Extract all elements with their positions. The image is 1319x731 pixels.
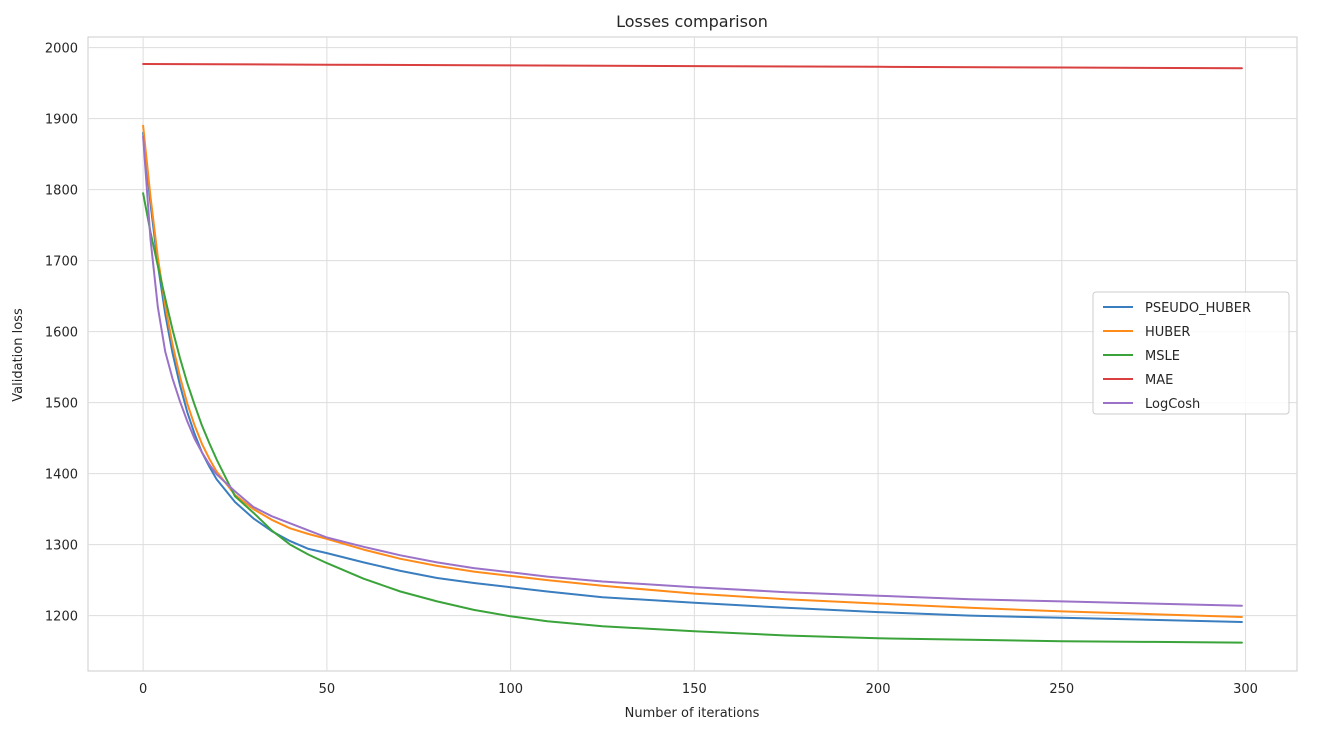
tick-labels: 0 50 100 150 200 250 300 1200 1300 1400 1500 1600 17…: [45, 42, 1258, 697]
series-line-mae: [142, 63, 1243, 70]
y-tick-label: 1900: [45, 113, 78, 128]
series-lines: [142, 63, 1243, 644]
series-line-huber: [142, 124, 1243, 618]
x-axis-label: Number of iterations: [625, 706, 760, 721]
legend-label-logcosh: LogCosh: [1145, 397, 1200, 412]
legend-box: [1092, 291, 1290, 415]
y-tick-label: 2000: [45, 42, 78, 57]
chart-title: Losses comparison: [616, 12, 768, 31]
legend-label-huber: HUBER: [1145, 325, 1190, 340]
x-tick-label: 50: [319, 682, 336, 697]
y-tick-label: 1400: [45, 468, 78, 483]
y-tick-label: 1800: [45, 184, 78, 199]
series-line-msle: [142, 192, 1243, 644]
legend-label-msle: MSLE: [1145, 349, 1180, 364]
x-tick-label: 250: [1049, 682, 1074, 697]
series-line-pseudo-huber: [142, 131, 1243, 623]
x-tick-label: 150: [682, 682, 707, 697]
x-tick-label: 200: [866, 682, 891, 697]
series-line-logcosh: [142, 135, 1243, 607]
y-tick-label: 1300: [45, 539, 78, 554]
y-tick-label: 1500: [45, 397, 78, 412]
y-tick-label: 1200: [45, 610, 78, 625]
legend-label-mae: MAE: [1145, 373, 1173, 388]
x-tick-label: 0: [139, 682, 147, 697]
x-tick-label: 100: [498, 682, 523, 697]
legend-label-pseudo-huber: PSEUDO_HUBER: [1145, 301, 1251, 316]
x-tick-label: 300: [1233, 682, 1258, 697]
y-tick-label: 1600: [45, 326, 78, 341]
y-axis-label: Validation loss: [11, 308, 26, 402]
legend: PSEUDO_HUBER HUBER MSLE MAE LogCosh: [1092, 291, 1290, 415]
y-tick-label: 1700: [45, 255, 78, 270]
